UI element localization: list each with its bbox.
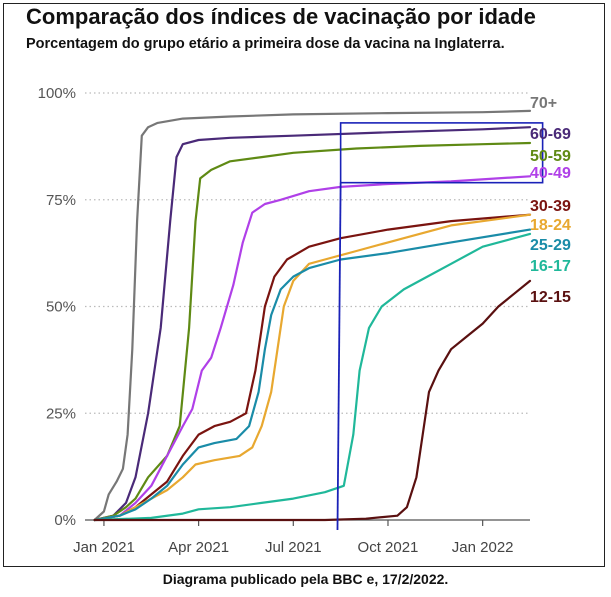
x-tick-label: Jan 2021 <box>73 539 135 556</box>
series-line <box>93 279 532 522</box>
series-line <box>93 228 532 522</box>
y-tick-label: 25% <box>46 405 76 422</box>
x-tick-label: Jan 2022 <box>452 539 514 556</box>
series-label: 50-59 <box>530 148 571 165</box>
line-chart: 0% 25% 50% 75% 100% Jan 2021 Apr 2021 Jul 2021 O… <box>38 85 571 556</box>
series-line <box>93 126 532 522</box>
series-line <box>93 232 532 522</box>
series-label: 60-69 <box>530 126 571 143</box>
series-label: 16-17 <box>530 258 571 275</box>
figure-frame <box>3 3 605 567</box>
series-label: 25-29 <box>530 237 571 254</box>
series-label: 40-49 <box>530 165 571 182</box>
series-label: 18-24 <box>530 217 571 234</box>
highlight-box <box>339 122 544 184</box>
series-label: 30-39 <box>530 198 571 215</box>
annotation-layer <box>336 122 544 531</box>
chart-subtitle: Porcentagem do grupo etário a primeira d… <box>26 36 505 52</box>
vertical-marker-line <box>336 182 342 531</box>
series-label: 70+ <box>530 95 557 112</box>
series-line <box>93 213 532 522</box>
y-tick-label: 0% <box>54 512 76 529</box>
figure-caption: Diagrama publicado pela BBC e, 17/2/2022… <box>162 571 449 587</box>
y-tick-label: 100% <box>38 85 76 102</box>
chart-title: Comparação dos índices de vacinação por … <box>26 4 536 29</box>
series-lines <box>93 109 532 522</box>
grid-layer: 0% 25% 50% 75% 100% Jan 2021 Apr 2021 Jul 2021 O… <box>38 85 530 556</box>
series-line <box>93 109 532 522</box>
x-tick-label: Oct 2021 <box>358 539 419 556</box>
series-line <box>93 213 532 522</box>
series-line <box>93 175 532 522</box>
y-tick-label: 50% <box>46 299 76 316</box>
series-label: 12-15 <box>530 289 571 306</box>
y-tick-label: 75% <box>46 192 76 209</box>
x-tick-label: Jul 2021 <box>265 539 322 556</box>
x-tick-label: Apr 2021 <box>168 539 229 556</box>
series-line <box>93 141 532 522</box>
